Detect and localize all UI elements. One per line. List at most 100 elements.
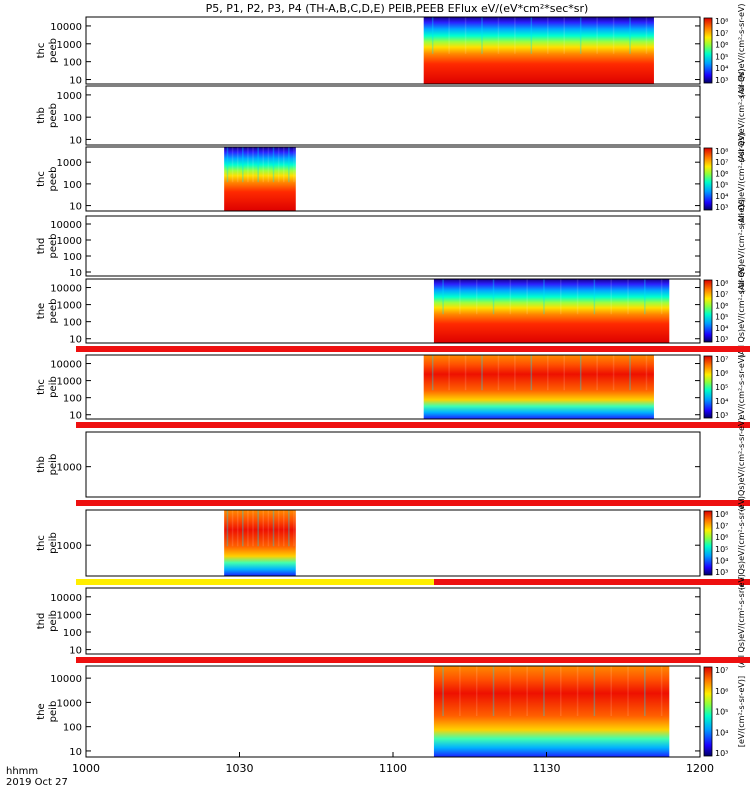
spectrogram-striation [526,666,528,717]
colorbar-tick-label: 10³ [715,76,728,85]
colorbar-tick-label: 10⁶ [715,687,728,696]
y-tick-label: 10 [69,135,82,146]
colorbar [703,355,713,419]
panel-label-spacecraft: the [36,703,47,719]
colorbar-tick-label: 10⁵ [715,383,728,392]
spectrogram-striation [629,17,631,54]
colorbar-tick-label: 10⁷ [715,666,728,675]
quality-bar-red [434,579,750,585]
spectrogram-striation [627,279,629,315]
spectrogram-striation [293,147,295,183]
spectrogram-striation [563,355,565,391]
spectrogram-striation [282,510,285,547]
panel-frame [85,16,701,85]
spectrogram-striation [579,355,582,391]
spectrogram-striation [448,355,450,391]
spectrogram-striation [644,666,646,717]
y-tick-label: 10000 [50,360,82,371]
spectrogram-fill [433,279,670,343]
colorbar [703,279,713,343]
spectrogram-striation [576,279,579,315]
colorbar-tick-label: 10⁷ [715,290,728,299]
spectrogram-striation [475,279,478,315]
spectrogram-striation [242,510,244,547]
spectrogram-fill [433,666,670,757]
y-tick-label: 100 [63,252,82,263]
spectrogram-striation [497,355,500,391]
spectrogram-striation [236,510,239,547]
colorbar [703,17,713,84]
spectrogram-striation [543,279,545,315]
spectrogram-striation [231,147,234,183]
panel-label-product: peib [48,376,59,398]
panel-label-spacecraft: the [36,303,47,319]
spectrogram-striation [530,17,533,54]
spectrogram-striation [277,147,280,183]
colorbar-tick-label: 10⁶ [715,369,728,378]
spectrogram-striation [481,355,483,391]
y-tick-label: 100 [63,58,82,69]
y-tick-label: 10 [69,76,82,87]
colorbar-tick-label: 10³ [715,568,728,577]
spectrogram-striation [514,355,516,391]
colorbar-tick-label: 10³ [715,749,728,758]
colorbar-tick-label: 10⁸ [715,147,728,156]
spectrogram-fill [224,510,296,576]
colorbar-tick-label: 10⁸ [715,17,728,26]
panel-label-product: peib [48,610,59,632]
quality-bar [76,500,750,506]
spectrogram-striation [231,510,234,547]
spectrogram-striation [526,279,528,315]
panels: 10 100 1000 10000 thc peeb 10³ 10⁴ 10⁵ 10⁶ 10⁷ 10⁸ (… [36,3,750,758]
colorbar-tick-label: 10⁸ [715,510,728,519]
spectrogram-striation [262,147,265,183]
spectrogram-striation [610,279,612,315]
x-tick-label: 1000 [72,762,100,775]
spectrogram-striation [514,17,516,54]
panel-thc-peib-2: 1000 thc peib 10³ 10⁴ 10⁵ 10⁶ 10⁷ 10⁸ (All Qs)eV/… [36,496,750,590]
colorbar [703,147,713,211]
y-tick-label: 1000 [57,463,82,474]
y-tick-label: 10 [69,411,82,422]
colorbar-tick-label: 10⁸ [715,279,728,288]
spectrogram-fill [224,147,296,211]
y-tick-label: 1000 [57,541,82,552]
y-tick-label: 1000 [57,301,82,312]
spectrogram-striation [560,666,562,717]
spectrogram-striation [459,666,461,717]
panel-label-product: peeb [48,38,59,63]
panel-frame [85,215,701,277]
y-tick-label: 10 [69,646,82,657]
quality-bar [76,422,750,428]
spectrogram-striation [627,666,629,717]
y-tick-label: 100 [63,318,82,329]
x-axis: 1000 1030 1100 1130 1200 [72,752,714,775]
spectrogram-striation [257,510,259,547]
panel-label-spacecraft: thd [36,613,47,630]
colorbar-unit-label: (All Qs)eV/(cm²-s-sr-eV) [737,264,746,358]
spectrogram-striation [267,147,270,183]
y-tick-label: 100 [63,394,82,405]
y-tick-label: 10000 [50,284,82,295]
panel-label-product: peib [48,532,59,554]
panel-label-spacecraft: thc [36,171,47,187]
spectrogram-striation [509,279,512,315]
spectrogram-striation [431,355,434,391]
spectrogram-fill [423,17,654,84]
y-tick-label: 10000 [50,593,82,604]
y-tick-label: 10 [69,202,82,213]
colorbar-tick-label: 10⁵ [715,52,728,61]
colorbar-unit-label: (All Qs)eV/(cm²-s-sr-eV) [737,199,746,293]
x-tick-label: 1200 [686,762,714,775]
spectrogram-striation [288,510,290,547]
y-tick-label: 1000 [57,91,82,102]
spectrogram-striation [288,147,290,183]
y-tick-label: 10 [69,335,82,346]
panel-frame [85,587,701,655]
colorbar-tick-label: 10⁴ [715,728,728,737]
